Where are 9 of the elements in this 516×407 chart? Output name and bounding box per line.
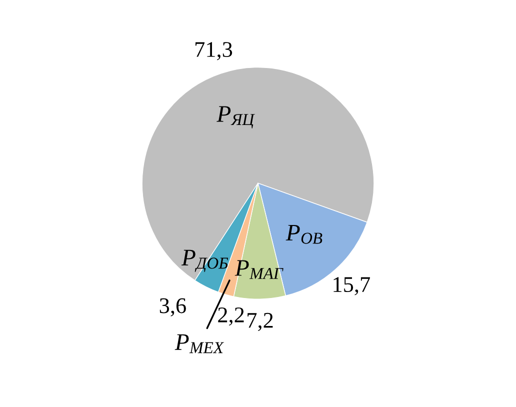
data-label: 15,7 [334,277,370,296]
data-label: 7,2 [248,312,273,332]
data-label: 3,6 [160,298,186,316]
slice-label: P$_{ОВ}$ [286,224,322,244]
slice-label: P$_{МАГ}$ [234,260,284,279]
slice-label: P$_{МЕХ}$ [174,334,224,354]
slice-label: P$_{ЯЦ}$ [216,106,255,128]
data-label: 71,3 [196,42,232,60]
data-label: 2,2 [218,307,244,326]
